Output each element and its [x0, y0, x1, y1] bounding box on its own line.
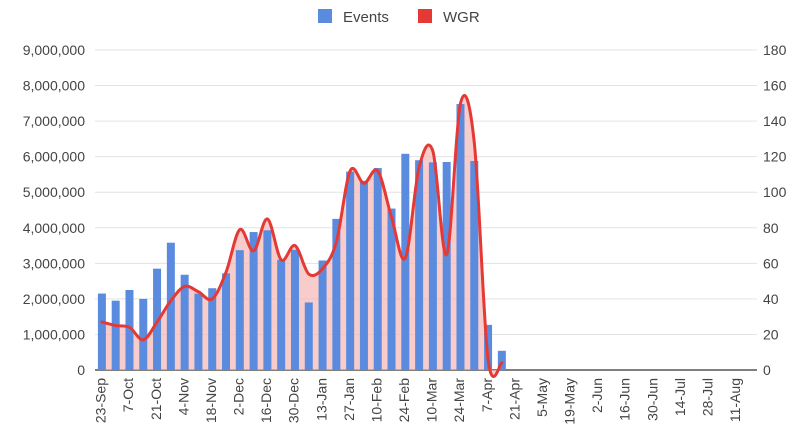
events-bar	[428, 162, 437, 370]
events-bar	[111, 300, 120, 370]
x-tick-label: 14-Jul	[672, 378, 688, 416]
left-y-tick-label: 6,000,000	[23, 149, 85, 165]
left-y-tick-label: 4,000,000	[23, 220, 85, 236]
events-bar	[373, 168, 382, 370]
right-y-tick-label: 40	[763, 291, 779, 307]
right-y-tick-label: 80	[763, 220, 779, 236]
events-bar	[208, 288, 217, 370]
x-tick-label: 21-Apr	[506, 378, 522, 420]
events-bar	[415, 160, 424, 370]
right-axis: 0 20 40 60 80 100 120 140 160 180	[763, 42, 787, 378]
x-tick-label: 13-Jan	[313, 378, 329, 421]
events-bar	[97, 293, 106, 370]
events-bar	[139, 298, 148, 370]
events-bar	[387, 208, 396, 370]
legend-label-events: Events	[343, 9, 389, 26]
x-tick-label: 24-Feb	[396, 378, 412, 423]
left-y-tick-label: 9,000,000	[23, 42, 85, 58]
x-tick-label: 21-Oct	[148, 378, 164, 420]
wgr-line-layer	[100, 94, 504, 378]
left-y-tick-label: 8,000,000	[23, 78, 85, 94]
x-tick-label: 11-Aug	[727, 378, 743, 422]
events-bar	[401, 153, 410, 370]
x-tick-label: 10-Mar	[424, 378, 440, 423]
right-y-tick-label: 160	[763, 78, 787, 94]
x-tick-label: 5-May	[534, 378, 550, 417]
x-tick-label: 10-Feb	[368, 378, 384, 423]
x-tick-label: 16-Dec	[258, 378, 274, 423]
events-bar	[304, 302, 313, 370]
events-bar	[194, 293, 203, 370]
x-tick-label: 2-Jun	[589, 378, 605, 413]
x-axis: 23-Sep 7-Oct 21-Oct 4-Nov 18-Nov 2-Dec 16-Dec 3…	[93, 378, 743, 425]
events-bar	[346, 171, 355, 370]
right-y-tick-label: 180	[763, 42, 787, 58]
events-bar	[166, 242, 175, 370]
events-bar	[277, 259, 286, 370]
events-bar	[442, 162, 451, 370]
legend-swatch-events	[318, 9, 332, 23]
legend-label-wgr: WGR	[443, 9, 480, 26]
events-bar	[125, 290, 134, 370]
events-bar	[263, 230, 272, 370]
x-tick-label: 24-Mar	[451, 378, 467, 423]
x-tick-label: 16-Jun	[617, 378, 633, 421]
right-y-tick-label: 100	[763, 184, 787, 200]
legend: Events WGR	[318, 9, 480, 26]
events-bar	[222, 273, 231, 370]
x-tick-label: 7-Oct	[120, 378, 136, 412]
x-tick-label: 23-Sep	[93, 378, 109, 423]
right-y-tick-label: 140	[763, 113, 787, 129]
right-y-tick-label: 20	[763, 326, 779, 342]
right-y-tick-label: 60	[763, 255, 779, 271]
events-bar	[332, 218, 341, 370]
x-tick-label: 19-May	[562, 378, 578, 425]
events-bar	[456, 104, 465, 371]
events-bar	[180, 274, 189, 370]
x-tick-label: 4-Nov	[175, 378, 191, 415]
events-bar	[470, 160, 479, 370]
x-tick-label: 2-Dec	[231, 378, 247, 415]
events-bar	[359, 180, 368, 370]
events-bar	[497, 350, 506, 370]
events-bar	[235, 250, 244, 370]
left-y-tick-label: 3,000,000	[23, 255, 85, 271]
left-y-tick-label: 7,000,000	[23, 113, 85, 129]
left-axis: 0 1,000,000 2,000,000 3,000,000 4,000,000 5,0…	[23, 42, 86, 378]
x-tick-label: 18-Nov	[203, 378, 219, 423]
x-tick-label: 30-Dec	[286, 378, 302, 423]
left-y-tick-label: 2,000,000	[23, 291, 85, 307]
events-bar	[249, 232, 258, 370]
left-y-tick-label: 5,000,000	[23, 184, 85, 200]
left-y-tick-label: 0	[77, 362, 85, 378]
wgr-line	[100, 94, 504, 378]
x-tick-label: 30-Jun	[644, 378, 660, 421]
events-bar	[290, 249, 299, 370]
events-bar	[318, 260, 327, 370]
x-tick-label: 27-Jan	[341, 378, 357, 421]
right-y-tick-label: 120	[763, 149, 787, 165]
legend-swatch-wgr	[418, 9, 432, 23]
right-y-tick-label: 0	[763, 362, 771, 378]
x-tick-label: 28-Jul	[699, 378, 715, 416]
x-tick-label: 7-Apr	[479, 378, 495, 413]
left-y-tick-label: 1,000,000	[23, 326, 85, 342]
